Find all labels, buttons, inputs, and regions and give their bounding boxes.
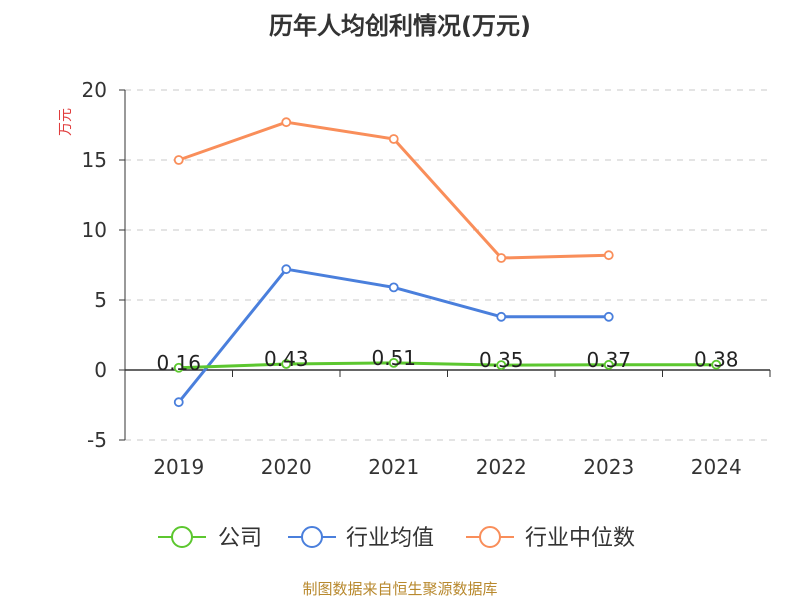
data-point <box>603 250 614 261</box>
series-0 <box>173 357 722 373</box>
data-label: 0.51 <box>371 346 416 370</box>
source-note: 制图数据来自恒生聚源数据库 <box>302 580 497 598</box>
legend-marker <box>301 526 323 548</box>
data-point <box>173 155 184 165</box>
y-tick-label: 10 <box>82 218 107 242</box>
y-tick-label: 15 <box>82 148 107 172</box>
x-tick-label-2019: 2019 <box>153 455 204 479</box>
data-label: 0.35 <box>479 348 524 372</box>
data-point <box>173 397 184 408</box>
series-2 <box>173 117 614 263</box>
data-point <box>496 360 507 371</box>
data-label: 0.37 <box>586 348 631 372</box>
data-point <box>388 282 399 293</box>
legend-marker <box>171 526 193 548</box>
chart-title: 历年人均创利情况(万元) <box>269 12 531 40</box>
legend-marker <box>479 526 501 548</box>
data-point <box>388 134 399 144</box>
x-tick-labels: 2019 2020 2021 2022 2023 2024 <box>153 455 741 479</box>
y-axis-label: 万元 <box>58 108 74 136</box>
series-1 <box>173 264 614 408</box>
data-point <box>173 362 184 373</box>
data-point <box>281 264 292 275</box>
x-tick-label-2023: 2023 <box>583 455 634 479</box>
data-point <box>281 359 292 369</box>
legend-label: 行业均值 <box>346 526 434 551</box>
legend-label: 公司 <box>218 526 262 551</box>
x-tick-label-2021: 2021 <box>368 455 419 479</box>
data-label: 0.43 <box>264 347 309 371</box>
data-point <box>281 117 292 128</box>
data-label: 0.38 <box>694 348 739 372</box>
x-tick-label-2022: 2022 <box>476 455 527 479</box>
data-point <box>388 357 399 368</box>
data-point <box>603 359 614 370</box>
y-tick-label: 20 <box>82 78 107 102</box>
y-tick-label: 5 <box>94 288 107 312</box>
series-line-0 <box>178 361 717 370</box>
legend[interactable]: 公司 行业均值 行业中位数 <box>158 526 635 551</box>
data-point <box>603 311 614 322</box>
x-tick-label-2020: 2020 <box>261 455 312 479</box>
data-point <box>711 359 722 370</box>
grid-lines <box>125 89 770 441</box>
data-label: 0.16 <box>156 351 201 375</box>
legend-item-2[interactable]: 行业中位数 <box>466 526 635 551</box>
data-point <box>496 311 507 322</box>
series-lines <box>173 117 722 408</box>
legend-label: 行业中位数 <box>525 526 635 551</box>
y-tick-label: 0 <box>94 358 107 382</box>
y-tick-labels: -5 0 5 10 15 20 <box>82 78 107 452</box>
data-labels: 0.16 0.43 0.51 0.35 0.37 0.38 <box>156 346 738 375</box>
x-tick-label-2024: 2024 <box>691 455 742 479</box>
axes <box>119 89 771 441</box>
legend-item-0[interactable]: 公司 <box>158 526 262 551</box>
data-point <box>496 253 507 263</box>
y-tick-label: -5 <box>87 428 107 452</box>
legend-item-1[interactable]: 行业均值 <box>288 526 434 551</box>
